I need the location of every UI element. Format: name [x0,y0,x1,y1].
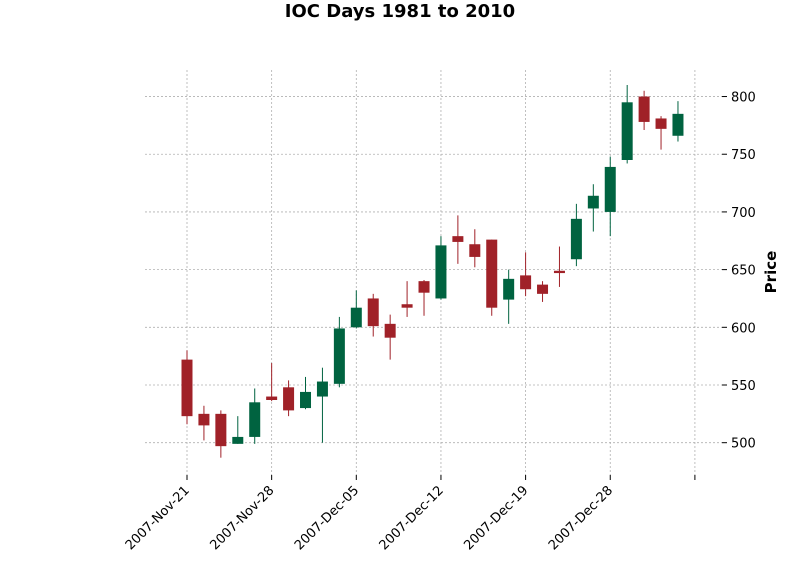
candle-body [604,166,616,212]
x-tick-label: 2007-Dec-19 [461,483,531,553]
candle-body [520,275,532,290]
candle-body [672,113,684,136]
candle-body [384,323,396,338]
candle-body [587,195,599,209]
candle-body [367,298,379,327]
candle-body [316,381,328,397]
candle-body [198,413,210,426]
y-tick-label: 500 [731,437,756,452]
candle-body [638,96,650,122]
y-tick-label: 550 [731,379,756,394]
candle-body [215,413,227,447]
candle-body [570,218,582,260]
candle-body [181,359,193,417]
candle-body [452,236,464,242]
candle-body [435,245,447,299]
x-tick-label: 2007-Dec-28 [546,483,616,553]
candle-body [486,239,498,308]
y-tick-label: 700 [731,206,756,221]
candle-body [401,304,413,308]
candle-layer [181,85,684,458]
candle-body [249,402,261,437]
candle-body [266,396,278,400]
y-axis-label: Price [762,251,780,294]
grid-layer [145,70,722,475]
x-tick-label: 2007-Dec-05 [292,483,362,553]
candle-body [283,387,295,411]
x-tick-label: 2007-Nov-28 [207,483,277,553]
candle-body [621,102,633,160]
x-tick-label: 2007-Nov-21 [123,483,193,553]
candle-body [537,284,549,294]
candle-body [333,328,345,384]
y-tick-label: 750 [731,148,756,163]
y-tick-label: 650 [731,264,756,279]
candle-body [232,436,244,444]
y-tick-label: 600 [731,321,756,336]
candle-body [418,281,430,293]
chart-title: IOC Days 1981 to 2010 [285,1,515,22]
candle-body [300,391,312,409]
axis-layer: 500 550 600 650 700 750 800 2007-Nov-21 2007-Nov… [123,91,756,554]
y-tick-label: 800 [731,91,756,106]
candle-body [469,244,481,257]
candle-body [503,278,515,300]
x-tick-label: 2007-Dec-12 [377,483,447,553]
candle-body [350,307,362,328]
candle-body [553,270,565,274]
candle-body [655,118,667,129]
